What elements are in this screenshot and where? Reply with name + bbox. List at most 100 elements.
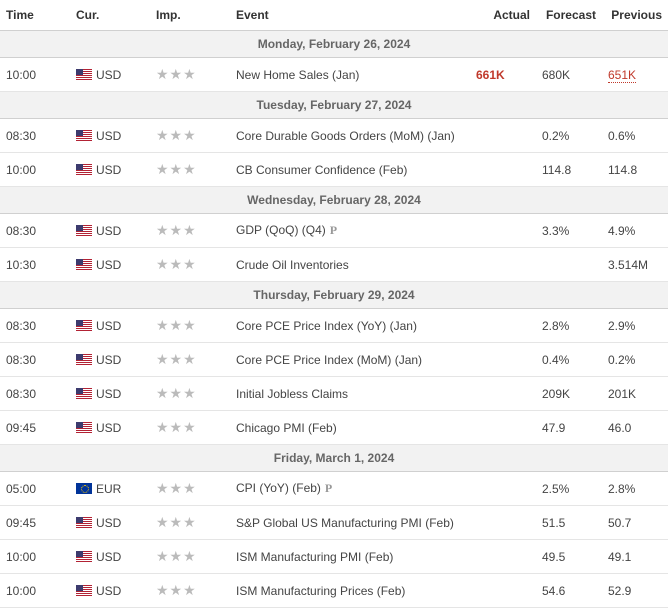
event-name[interactable]: CPI (YoY) (Feb)P xyxy=(230,472,470,506)
event-name[interactable]: Core PCE Price Index (YoY) (Jan) xyxy=(230,309,470,343)
event-row[interactable]: 08:30USD★★★Core PCE Price Index (MoM) (J… xyxy=(0,343,668,377)
us-flag-icon xyxy=(76,69,92,80)
event-actual xyxy=(470,248,536,282)
event-time: 08:30 xyxy=(0,377,70,411)
table-body: Monday, February 26, 202410:00USD★★★New … xyxy=(0,31,668,608)
event-importance: ★★★ xyxy=(150,309,230,343)
event-label: Core PCE Price Index (MoM) (Jan) xyxy=(236,353,422,367)
star-icon: ★★★ xyxy=(156,480,197,496)
event-importance: ★★★ xyxy=(150,214,230,248)
event-label: Core PCE Price Index (YoY) (Jan) xyxy=(236,319,417,333)
event-currency: USD xyxy=(70,506,150,540)
event-forecast: 47.9 xyxy=(536,411,602,445)
us-flag-icon xyxy=(76,551,92,562)
event-row[interactable]: 10:30USD★★★Crude Oil Inventories3.514M xyxy=(0,248,668,282)
currency-code: USD xyxy=(96,353,121,367)
economic-calendar-table: Time Cur. Imp. Event Actual Forecast Pre… xyxy=(0,0,668,608)
col-event-header[interactable]: Event xyxy=(230,0,470,31)
event-name[interactable]: Chicago PMI (Feb) xyxy=(230,411,470,445)
event-row[interactable]: 10:00USD★★★New Home Sales (Jan)661K680K6… xyxy=(0,58,668,92)
event-name[interactable]: Core PCE Price Index (MoM) (Jan) xyxy=(230,343,470,377)
event-actual xyxy=(470,540,536,574)
event-row[interactable]: 09:45USD★★★Chicago PMI (Feb)47.946.0 xyxy=(0,411,668,445)
event-label: ISM Manufacturing PMI (Feb) xyxy=(236,550,393,564)
col-cur-header[interactable]: Cur. xyxy=(70,0,150,31)
star-icon: ★★★ xyxy=(156,66,197,82)
event-row[interactable]: 10:00USD★★★ISM Manufacturing PMI (Feb)49… xyxy=(0,540,668,574)
currency-code: USD xyxy=(96,421,121,435)
event-name[interactable]: Core Durable Goods Orders (MoM) (Jan) xyxy=(230,119,470,153)
event-previous: 52.9 xyxy=(602,574,668,608)
event-name[interactable]: New Home Sales (Jan) xyxy=(230,58,470,92)
us-flag-icon xyxy=(76,320,92,331)
event-forecast: 49.5 xyxy=(536,540,602,574)
event-row[interactable]: 10:00USD★★★ISM Manufacturing Prices (Feb… xyxy=(0,574,668,608)
date-row: Tuesday, February 27, 2024 xyxy=(0,92,668,119)
event-time: 10:00 xyxy=(0,153,70,187)
event-row[interactable]: 08:30USD★★★GDP (QoQ) (Q4)P3.3%4.9% xyxy=(0,214,668,248)
event-name[interactable]: GDP (QoQ) (Q4)P xyxy=(230,214,470,248)
star-icon: ★★★ xyxy=(156,582,197,598)
event-importance: ★★★ xyxy=(150,119,230,153)
event-actual xyxy=(470,411,536,445)
event-time: 10:00 xyxy=(0,58,70,92)
event-importance: ★★★ xyxy=(150,506,230,540)
date-row: Wednesday, February 28, 2024 xyxy=(0,187,668,214)
event-actual xyxy=(470,309,536,343)
event-name[interactable]: S&P Global US Manufacturing PMI (Feb) xyxy=(230,506,470,540)
event-name[interactable]: ISM Manufacturing Prices (Feb) xyxy=(230,574,470,608)
event-actual xyxy=(470,506,536,540)
event-importance: ★★★ xyxy=(150,574,230,608)
event-previous: 651K xyxy=(602,58,668,92)
event-row[interactable]: 05:00EUR★★★CPI (YoY) (Feb)P2.5%2.8% xyxy=(0,472,668,506)
star-icon: ★★★ xyxy=(156,548,197,564)
event-row[interactable]: 08:30USD★★★Core PCE Price Index (YoY) (J… xyxy=(0,309,668,343)
event-label: S&P Global US Manufacturing PMI (Feb) xyxy=(236,516,454,530)
event-row[interactable]: 09:45USD★★★S&P Global US Manufacturing P… xyxy=(0,506,668,540)
date-row: Friday, March 1, 2024 xyxy=(0,445,668,472)
event-label: CB Consumer Confidence (Feb) xyxy=(236,163,407,177)
us-flag-icon xyxy=(76,422,92,433)
currency-code: USD xyxy=(96,516,121,530)
event-currency: USD xyxy=(70,343,150,377)
event-currency: USD xyxy=(70,574,150,608)
event-row[interactable]: 08:30USD★★★Core Durable Goods Orders (Mo… xyxy=(0,119,668,153)
col-time-header[interactable]: Time xyxy=(0,0,70,31)
event-name[interactable]: CB Consumer Confidence (Feb) xyxy=(230,153,470,187)
event-name[interactable]: Initial Jobless Claims xyxy=(230,377,470,411)
event-actual xyxy=(470,574,536,608)
col-previous-header[interactable]: Previous xyxy=(602,0,668,31)
col-actual-header[interactable]: Actual xyxy=(470,0,536,31)
event-previous: 46.0 xyxy=(602,411,668,445)
event-importance: ★★★ xyxy=(150,153,230,187)
eu-flag-icon xyxy=(76,483,92,494)
currency-code: USD xyxy=(96,258,121,272)
us-flag-icon xyxy=(76,225,92,236)
us-flag-icon xyxy=(76,585,92,596)
event-previous: 49.1 xyxy=(602,540,668,574)
currency-code: USD xyxy=(96,129,121,143)
event-actual xyxy=(470,119,536,153)
event-forecast: 54.6 xyxy=(536,574,602,608)
star-icon: ★★★ xyxy=(156,317,197,333)
date-label: Wednesday, February 28, 2024 xyxy=(0,187,668,214)
event-label: ISM Manufacturing Prices (Feb) xyxy=(236,584,405,598)
star-icon: ★★★ xyxy=(156,385,197,401)
event-row[interactable]: 08:30USD★★★Initial Jobless Claims209K201… xyxy=(0,377,668,411)
event-time: 05:00 xyxy=(0,472,70,506)
event-name[interactable]: Crude Oil Inventories xyxy=(230,248,470,282)
event-name[interactable]: ISM Manufacturing PMI (Feb) xyxy=(230,540,470,574)
event-previous: 50.7 xyxy=(602,506,668,540)
previous-link[interactable]: 651K xyxy=(608,68,636,83)
event-forecast: 51.5 xyxy=(536,506,602,540)
event-currency: USD xyxy=(70,248,150,282)
event-row[interactable]: 10:00USD★★★CB Consumer Confidence (Feb)1… xyxy=(0,153,668,187)
col-imp-header[interactable]: Imp. xyxy=(150,0,230,31)
event-label: Core Durable Goods Orders (MoM) (Jan) xyxy=(236,129,455,143)
currency-code: USD xyxy=(96,387,121,401)
star-icon: ★★★ xyxy=(156,419,197,435)
event-label: Crude Oil Inventories xyxy=(236,258,349,272)
col-forecast-header[interactable]: Forecast xyxy=(536,0,602,31)
event-actual xyxy=(470,153,536,187)
event-forecast: 209K xyxy=(536,377,602,411)
